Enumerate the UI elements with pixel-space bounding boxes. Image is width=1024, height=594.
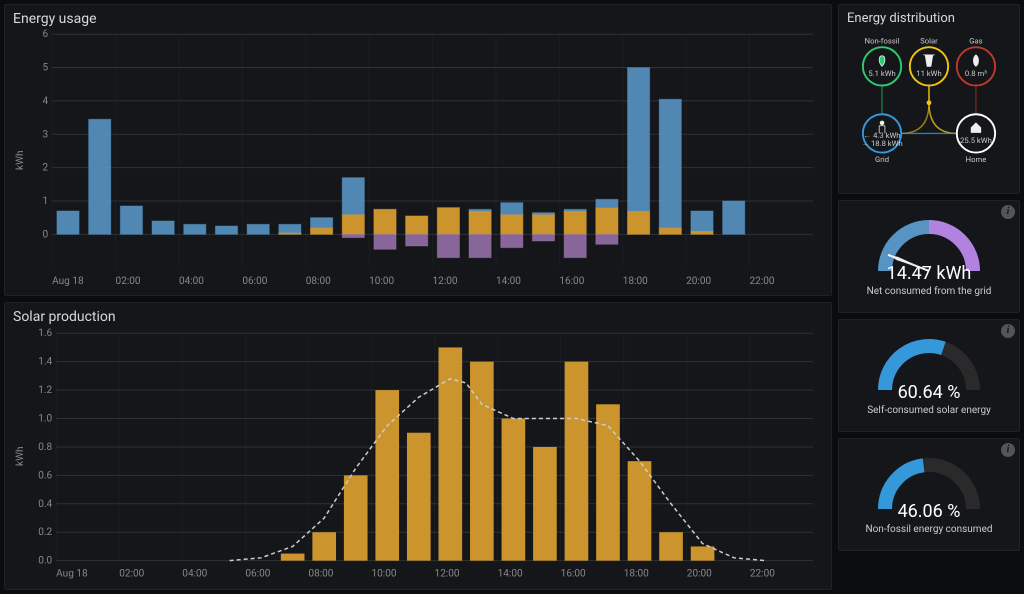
svg-text:Aug 18: Aug 18 [52,276,84,287]
svg-text:Home: Home [966,155,987,164]
svg-text:22:00: 22:00 [750,569,775,580]
svg-text:1: 1 [42,196,48,207]
svg-text:5.1 kWh: 5.1 kWh [868,69,895,78]
svg-text:02:00: 02:00 [119,569,144,580]
energy-usage-chart[interactable]: 0 1 2 3 4 5 6 Aug 18 02:00 04:00 06:00 08:00 10:00 12… [28,29,823,291]
svg-text:06:00: 06:00 [242,276,267,287]
svg-text:2: 2 [42,163,48,174]
svg-text:04:00: 04:00 [179,276,204,287]
svg-text:1.4: 1.4 [38,357,52,368]
energy-usage-panel: Energy usage kWh 0 1 2 3 4 5 6 Aug 18 02:00 04:00… [4,4,832,296]
svg-text:0: 0 [42,229,48,240]
y-axis-label: kWh [13,327,28,585]
svg-text:25.5 kWh: 25.5 kWh [960,136,992,145]
svg-text:Gas: Gas [969,36,982,45]
info-icon[interactable]: i [1001,324,1015,338]
svg-text:1.2: 1.2 [38,385,52,396]
info-icon[interactable]: i [1001,205,1015,219]
panel-title: Energy distribution [847,11,1011,26]
energy-distribution-diagram[interactable]: Non-fossil 5.1 kWh Solar 11 kWh Gas 0.8 m³ Gri… [847,28,1011,189]
svg-text:6: 6 [42,29,48,40]
svg-text:10:00: 10:00 [371,569,396,580]
svg-text:18:00: 18:00 [623,276,648,287]
svg-text:14:00: 14:00 [496,276,521,287]
svg-text:Aug 18: Aug 18 [56,569,88,580]
gauge-label: Non-fossil energy consumed [865,524,992,535]
svg-text:08:00: 08:00 [308,569,333,580]
svg-text:0.6: 0.6 [38,470,52,481]
gauge-panel-self-consumed: i 60.64 % Self-consumed solar energy [838,319,1020,432]
solar-production-panel: Solar production kWh 0.0 0.2 0.4 0.6 0.8 1.0 1… [4,302,832,590]
svg-text:08:00: 08:00 [306,276,331,287]
info-icon[interactable]: i [1001,443,1015,457]
gauge-label: Self-consumed solar energy [867,405,991,416]
gauge-value: 46.06 % [898,501,961,522]
svg-text:22:00: 22:00 [750,276,775,287]
svg-text:1.6: 1.6 [38,328,52,339]
svg-text:12:00: 12:00 [433,276,458,287]
svg-text:20:00: 20:00 [687,569,712,580]
svg-text:5: 5 [42,63,48,74]
svg-text:02:00: 02:00 [116,276,141,287]
svg-text:0.2: 0.2 [38,527,52,538]
svg-text:11 kWh: 11 kWh [916,69,941,78]
gauge-label: Net consumed from the grid [867,286,992,297]
energy-distribution-panel: Energy distribution Non-fossil 5.1 kWh Sol… [838,4,1020,194]
svg-text:18:00: 18:00 [624,569,649,580]
svg-text:→ 18.8 kWh: → 18.8 kWh [861,139,902,148]
svg-text:Solar: Solar [920,36,938,45]
svg-text:0.0: 0.0 [38,556,52,567]
svg-text:16:00: 16:00 [559,276,584,287]
svg-text:Grid: Grid [875,155,889,164]
gauge-value: 14.47 kWh [887,263,972,284]
svg-text:06:00: 06:00 [245,569,270,580]
svg-text:14:00: 14:00 [498,569,523,580]
svg-text:4: 4 [42,96,48,107]
svg-text:0.8: 0.8 [38,442,52,453]
svg-text:04:00: 04:00 [182,569,207,580]
panel-title: Energy usage [13,11,823,27]
svg-text:1.0: 1.0 [38,414,52,425]
svg-text:20:00: 20:00 [686,276,711,287]
svg-text:0.8 m³: 0.8 m³ [965,69,987,78]
svg-text:0.4: 0.4 [38,499,52,510]
gauge-value: 60.64 % [898,382,961,403]
gauge-panel-net-grid: i 14.47 kWh Net consumed from the grid [838,200,1020,313]
svg-text:16:00: 16:00 [561,569,586,580]
gauge-panel-non-fossil: i 46.06 % Non-fossil energy consumed [838,438,1020,551]
svg-text:10:00: 10:00 [369,276,394,287]
svg-text:12:00: 12:00 [435,569,460,580]
panel-title: Solar production [13,309,823,325]
svg-text:3: 3 [42,129,48,140]
svg-text:Non-fossil: Non-fossil [865,36,900,45]
solar-production-chart[interactable]: 0.0 0.2 0.4 0.6 0.8 1.0 1.2 1.4 1.6 Aug 18 02:00 04… [28,327,823,585]
y-axis-label: kWh [13,29,28,291]
